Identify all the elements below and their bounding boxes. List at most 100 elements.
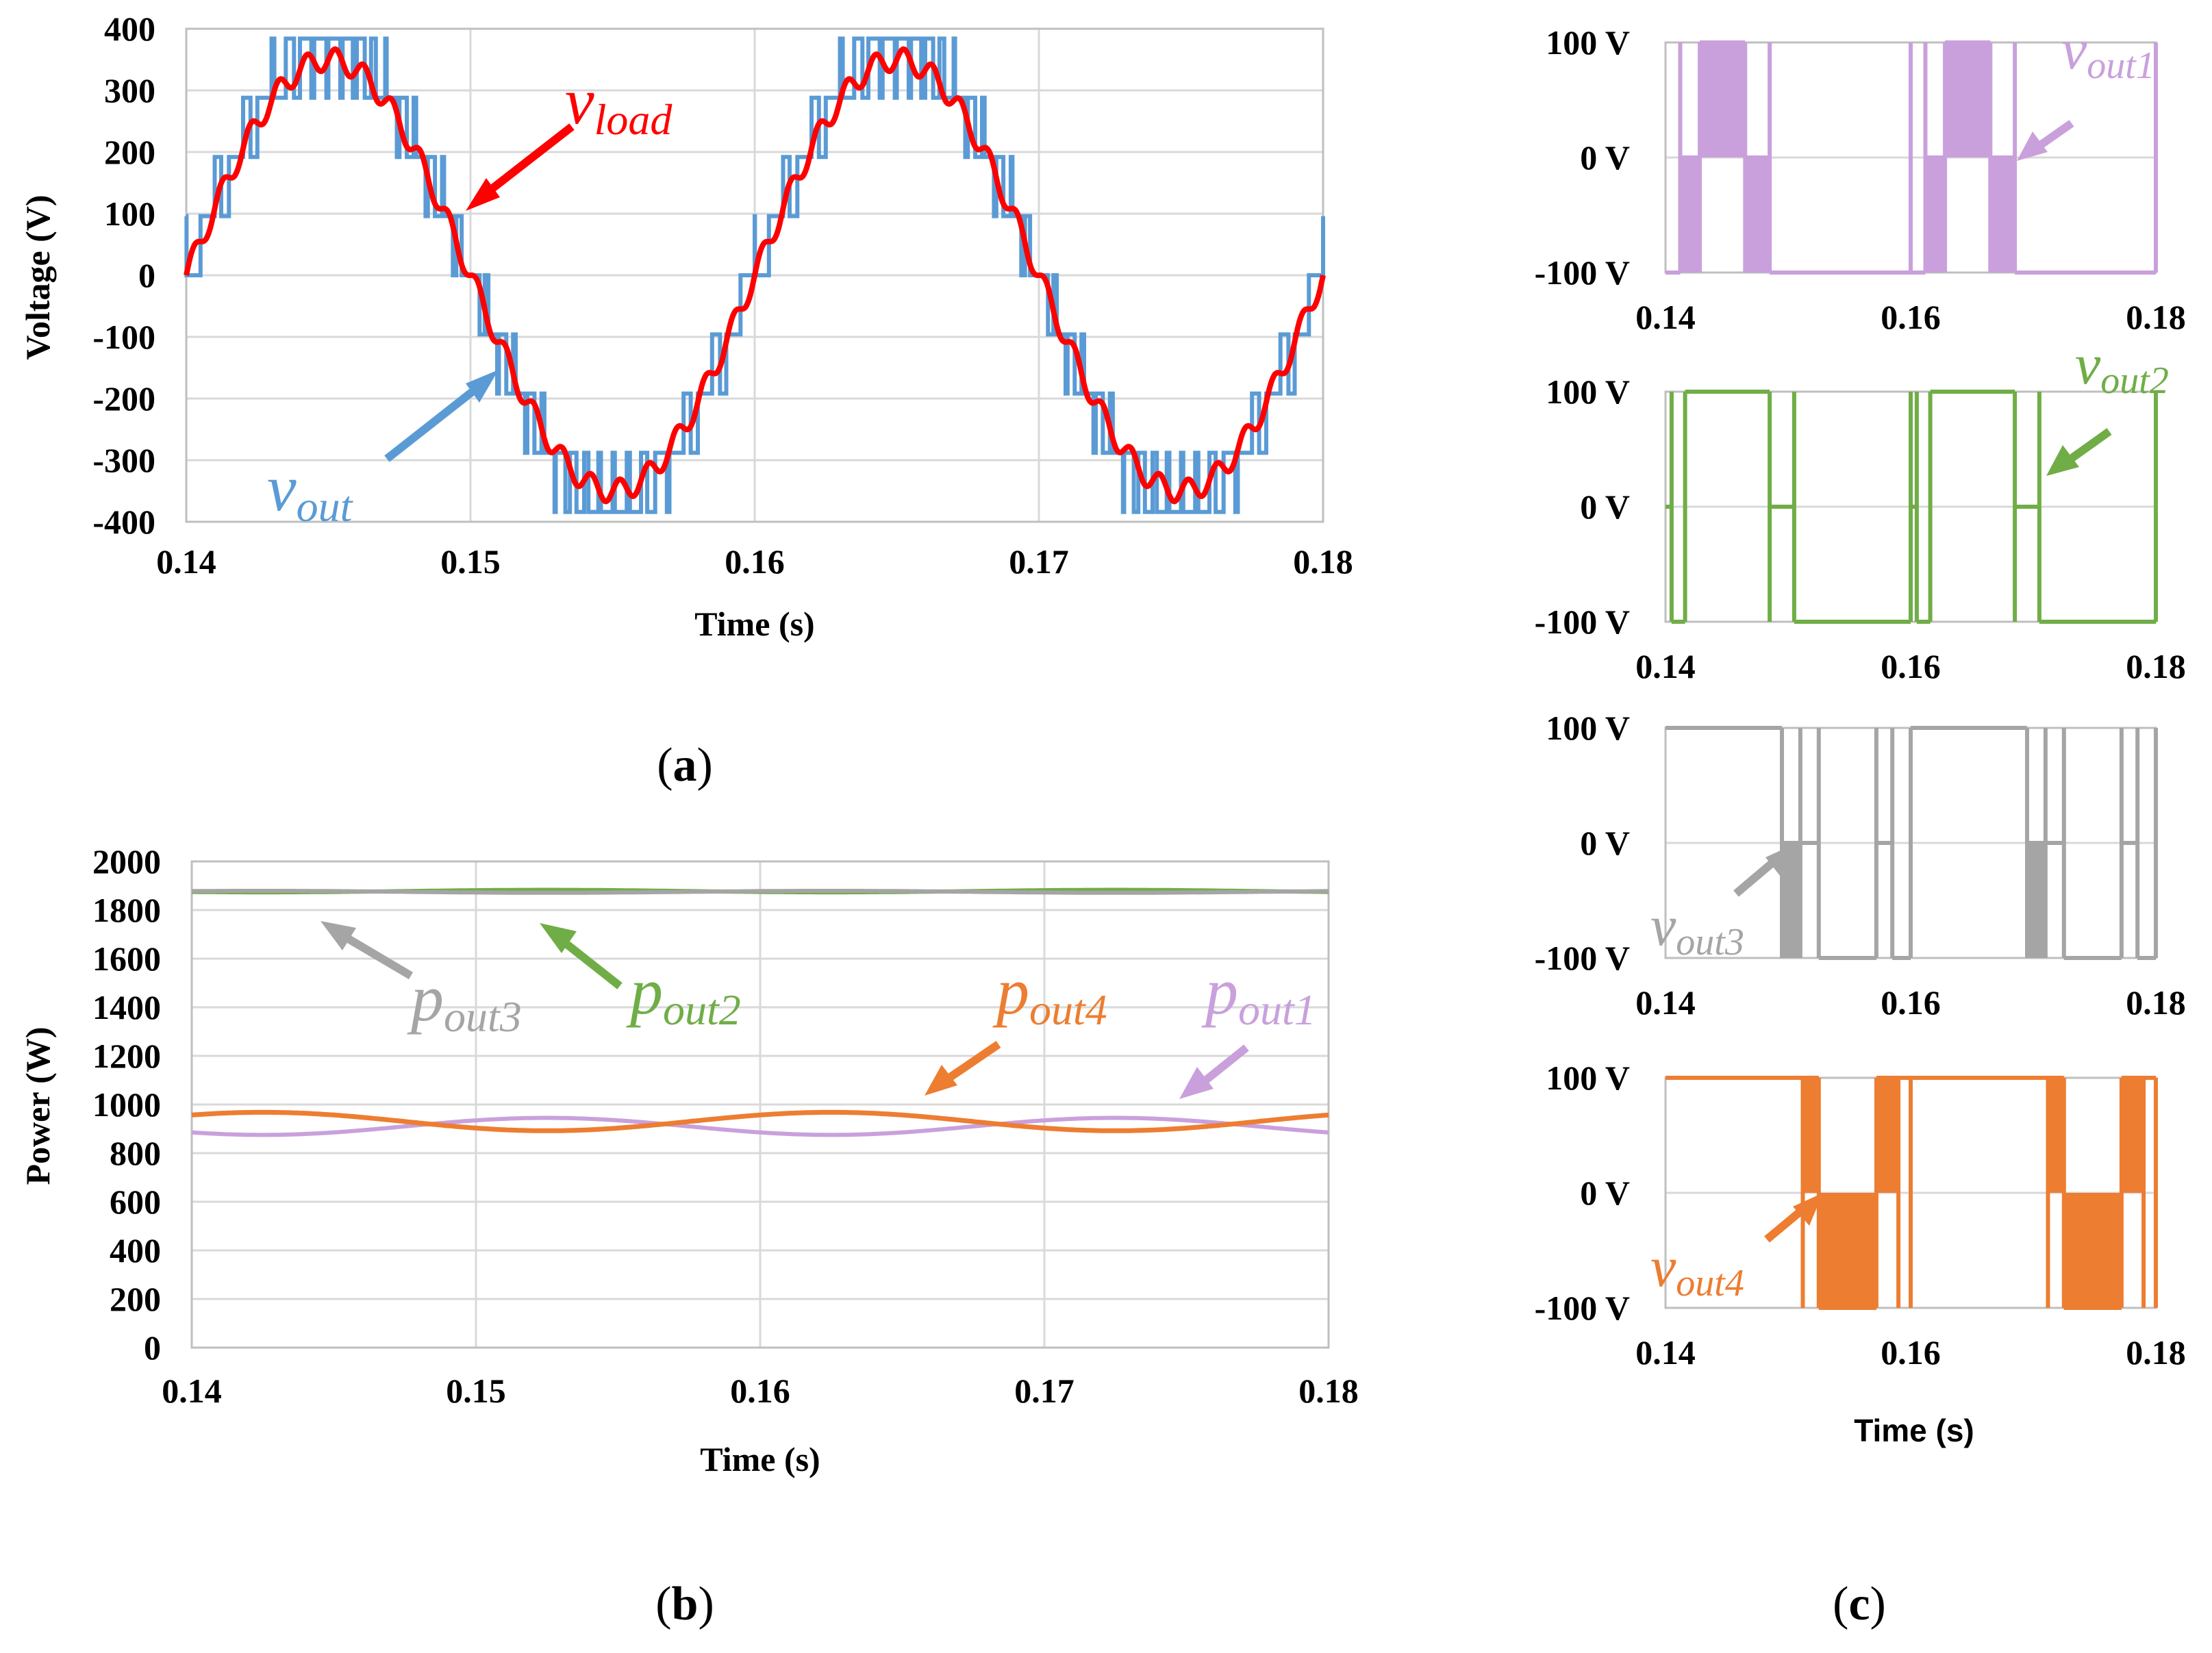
subplot-vout3-y-tick-label: 100 V: [1546, 709, 1630, 747]
subplot-vout1-x-tick-label: 0.18: [2126, 298, 2186, 336]
panel-b-y-tick-label: 1400: [92, 988, 161, 1026]
vout1-label-base: v: [2061, 18, 2087, 81]
panel-b-y-tick-label: 1600: [92, 939, 161, 978]
vout1-label: vout1: [2061, 18, 2155, 87]
subplot-vout2-y-tick-label: 0 V: [1580, 488, 1630, 526]
subplot-vout1-y-tick-label: -100 V: [1535, 253, 1630, 292]
vload-label-sub: load: [594, 95, 673, 144]
subplot-vout4-x-tick-label: 0.16: [1881, 1333, 1941, 1372]
subplot-vout4-y-tick-label: 100 V: [1546, 1059, 1630, 1097]
vout3-label-sub: out3: [1676, 921, 1744, 963]
vout4-label-base: v: [1650, 1235, 1676, 1299]
pout2-arrowhead-icon: [540, 923, 577, 953]
pout4-label: pout4: [992, 955, 1107, 1034]
subplot-vout4-y-ticks: 100 V 0 V -100 V: [1535, 1059, 1630, 1327]
pout4-series-line: [191, 1109, 1329, 1133]
subplot-vout1-y-ticks: 100 V 0 V -100 V: [1535, 23, 1630, 292]
vout4-label-sub: out4: [1676, 1262, 1744, 1304]
pout1-label-base: p: [1201, 955, 1238, 1028]
panel-b-y-tick-label: 600: [110, 1183, 161, 1221]
subplot-vout2-y-ticks: 100 V 0 V -100 V: [1535, 373, 1630, 641]
panel-a-y-tick-label: -100: [92, 318, 155, 356]
panel-b-gridlines: [190, 860, 1330, 1349]
vout4-series-line: [1666, 1076, 2158, 1310]
vout-arrowhead-icon: [466, 370, 499, 403]
pout2-label-base: p: [626, 955, 663, 1028]
caption-c: (c): [1833, 1578, 1886, 1630]
pout4-label-base: p: [992, 955, 1029, 1028]
panel-b-y-tick-label: 2000: [92, 842, 161, 881]
vout2-label-base: v: [2075, 333, 2101, 396]
subplot-vout3-y-tick-label: 0 V: [1580, 824, 1630, 862]
subplot-vout4-y-tick-label: -100 V: [1535, 1289, 1630, 1327]
vout1-label-sub: out1: [2087, 45, 2155, 87]
vout4-arrowhead-icon: [1793, 1193, 1823, 1226]
pout1-series-line: [191, 1115, 1329, 1137]
panel-b-y-tick-label: 1200: [92, 1037, 161, 1075]
pout2-label: pout2: [626, 955, 741, 1034]
subplot-vout2-x-tick-label: 0.16: [1881, 647, 1941, 685]
vout3-series-line: [1666, 726, 2158, 960]
panel-c-xlabel: Time (s): [1854, 1413, 1974, 1448]
subplot-vout4-x-tick-label: 0.18: [2126, 1333, 2186, 1372]
panel-a-y-tick-label: 200: [104, 133, 155, 171]
vout-label-sub: out: [297, 482, 354, 531]
subplot-vout3-y-tick-label: -100 V: [1535, 939, 1630, 977]
vout1-series-line: [1666, 40, 2158, 275]
subplot-vout2-y-tick-label: -100 V: [1535, 603, 1630, 641]
subplot-vout3: 100 V 0 V -100 V0.14 0.16 0.18: [1535, 709, 2186, 1022]
panel-b-y-tick-label: 400: [110, 1231, 161, 1270]
pout3-series-line: [191, 889, 1329, 895]
vout2-series-line: [1666, 390, 2158, 624]
subplot-vout3-y-ticks: 100 V 0 V -100 V: [1535, 709, 1630, 977]
vload-arrowhead-icon: [466, 178, 500, 211]
pout4-arrowhead-icon: [925, 1065, 957, 1096]
panel-a-y-tick-label: 400: [104, 10, 155, 48]
subplot-vout1: 100 V 0 V -100 V0.14 0.16 0.18: [1535, 23, 2186, 336]
pout4-label-sub: out4: [1029, 985, 1107, 1034]
panel-b-xlabel: Time (s): [700, 1440, 820, 1478]
vout-arrow: [384, 380, 486, 462]
panel-a-x-tick-label: 0.15: [440, 542, 501, 581]
pout2-label-sub: out2: [663, 985, 741, 1034]
panel-a-x-tick-label: 0.17: [1009, 542, 1069, 581]
subplot-vout3-x-ticks: 0.14 0.16 0.18: [1635, 983, 2186, 1022]
pout3-label-sub: out3: [444, 992, 522, 1041]
vout2-label: vout2: [2075, 333, 2169, 402]
panel-a-x-ticks: 0.14 0.15 0.16 0.17 0.18: [156, 542, 1353, 581]
vout3-arrowhead-icon: [1765, 844, 1796, 876]
panel-a-x-tick-label: 0.16: [725, 542, 785, 581]
vout2-arrowhead-icon: [2046, 445, 2079, 476]
vload-arrow: [477, 123, 575, 202]
panel-a-y-tick-label: -300: [92, 441, 155, 479]
subplot-vout3-x-tick-label: 0.14: [1635, 983, 1696, 1022]
pout3-arrowhead-icon: [321, 921, 356, 950]
vout-label-base: v: [267, 451, 297, 525]
subplot-vout4-x-tick-label: 0.14: [1635, 1333, 1696, 1372]
subplot-vout2-x-tick-label: 0.18: [2126, 647, 2186, 685]
subplot-vout3-x-tick-label: 0.18: [2126, 983, 2186, 1022]
vout3-label: vout3: [1650, 894, 1744, 963]
panel-a-y-tick-label: 100: [104, 194, 155, 233]
subplot-vout3-x-tick-label: 0.16: [1881, 983, 1941, 1022]
subplot-vout2-y-tick-label: 100 V: [1546, 373, 1630, 411]
vout4-label: vout4: [1650, 1235, 1744, 1304]
subplot-vout1-x-tick-label: 0.16: [1881, 298, 1941, 336]
panel-b-y-tick-label: 1800: [92, 891, 161, 929]
panel-a-y-tick-label: 0: [138, 256, 155, 294]
subplot-vout4: 100 V 0 V -100 V0.14 0.16 0.18: [1535, 1059, 2186, 1372]
panel-a-y-tick-label: -200: [92, 379, 155, 418]
vout1-arrowhead-icon: [2017, 131, 2048, 161]
subplot-vout1-x-ticks: 0.14 0.16 0.18: [1635, 298, 2186, 336]
subplot-vout2-x-tick-label: 0.14: [1635, 647, 1696, 685]
panel-b-y-tick-label: 0: [144, 1328, 161, 1367]
vload-series-line: [184, 46, 1326, 505]
panel-b-ylabel: Power (W): [18, 1027, 57, 1185]
subplot-vout1-y-tick-label: 100 V: [1546, 23, 1630, 62]
caption-b-letter: b: [672, 1578, 699, 1630]
vout2-label-sub: out2: [2100, 359, 2169, 402]
